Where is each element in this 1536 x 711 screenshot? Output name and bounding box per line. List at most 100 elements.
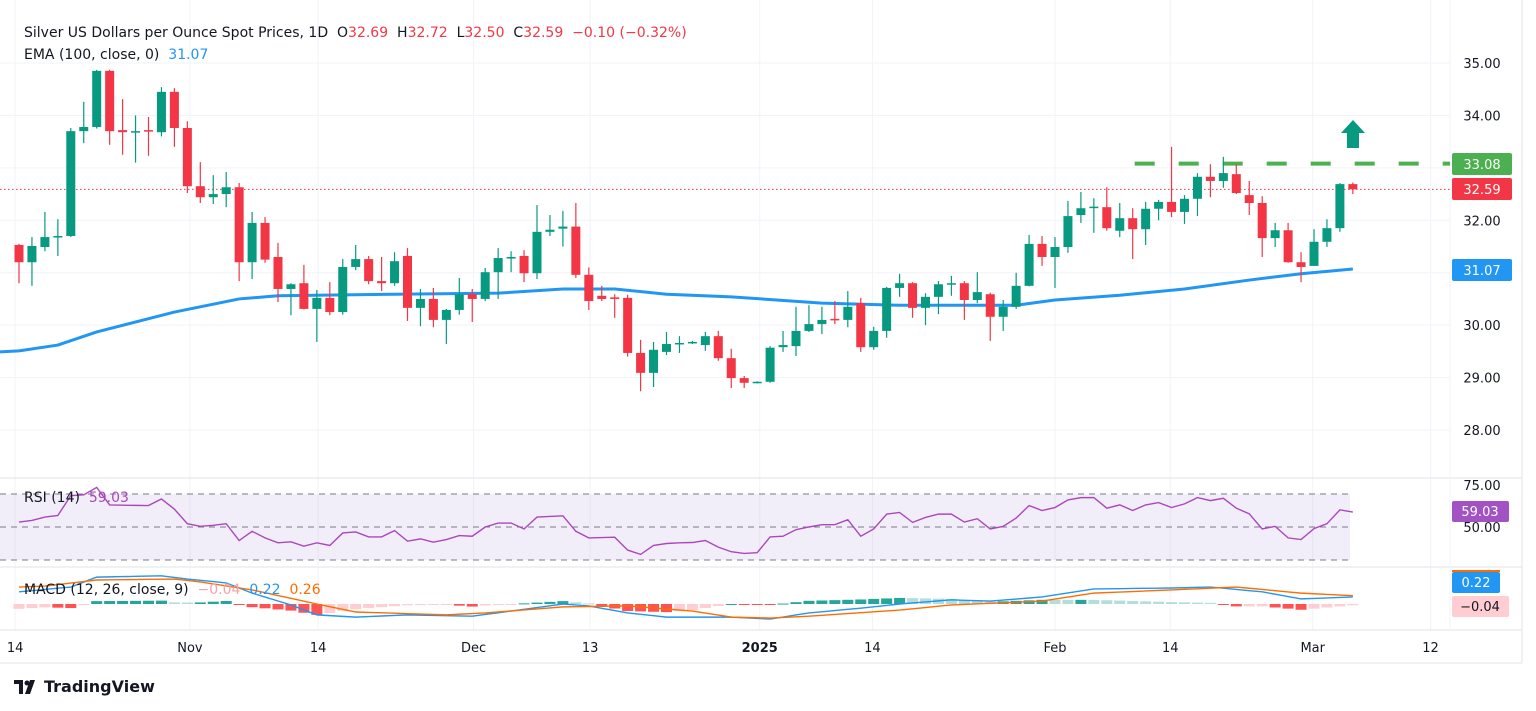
bullish-candle [1115, 202, 1125, 238]
candle-body [856, 303, 866, 348]
date-tick-label: 13 [582, 641, 599, 656]
bullish-candle [765, 346, 775, 383]
bullish-candle [882, 286, 892, 338]
rsi-tick-label: 50.00 [1463, 521, 1500, 536]
macd-pane[interactable] [13, 575, 1359, 620]
macd-histogram-bar [259, 604, 271, 609]
macd-histogram-bar [790, 602, 802, 604]
macd-histogram-bar [466, 604, 478, 607]
bearish-candle [739, 376, 749, 389]
rsi-pane[interactable] [0, 486, 1353, 561]
macd-histogram-bar [1153, 601, 1165, 604]
macd-histogram-bar [181, 602, 193, 604]
macd-histogram-bar [1049, 599, 1061, 604]
macd-histogram-bar [557, 601, 569, 604]
macd-badge: 0.22 [1462, 576, 1491, 591]
bullish-candle [1050, 237, 1060, 288]
bullish-candle [286, 283, 296, 316]
bullish-candle [415, 288, 425, 327]
candle-body [726, 358, 736, 379]
resistance-badge: 33.08 [1463, 158, 1500, 173]
bullish-candle [869, 326, 879, 350]
candle-body [156, 91, 166, 133]
macd-histogram-bar [816, 600, 828, 604]
up-arrow-icon [1341, 120, 1365, 148]
bullish-candle [817, 306, 827, 335]
candle-body [144, 130, 153, 132]
bullish-candle [998, 299, 1008, 331]
ema-legend[interactable]: EMA (100, close, 0) 31.07 [24, 47, 208, 63]
candle-body [843, 306, 853, 320]
candle-body [921, 296, 930, 308]
candle-body [364, 259, 374, 282]
bullish-candle [843, 291, 853, 328]
open-label: O [337, 25, 349, 41]
candle-body [1322, 228, 1332, 242]
date-tick-label: Dec [461, 641, 486, 656]
date-tick-label: Mar [1300, 641, 1325, 656]
bearish-candle [195, 162, 205, 203]
bullish-candle [493, 248, 503, 299]
grid [0, 0, 1450, 630]
candle-body [428, 298, 438, 320]
macd-histogram-bar [712, 604, 724, 607]
signal-badge-edge [1452, 570, 1500, 572]
candle-body [480, 272, 490, 299]
price-tick-label: 29.00 [1463, 372, 1500, 387]
bullish-candle [1218, 156, 1228, 188]
macd-histogram-bar [324, 604, 336, 613]
candle-body [985, 294, 995, 317]
candle-body [998, 306, 1008, 317]
tradingview-logo[interactable]: TradingView [14, 677, 155, 696]
bearish-candle [403, 248, 412, 321]
bearish-candle [325, 282, 335, 316]
macd-histogram-bar [1295, 604, 1307, 610]
bullish-candle [1063, 200, 1073, 253]
bullish-candle [674, 336, 684, 353]
bullish-candle [946, 275, 956, 296]
bearish-candle [830, 301, 840, 325]
price-pane[interactable] [0, 69, 1450, 392]
candle-body [454, 294, 464, 310]
signal-line [18, 578, 1353, 619]
bullish-candle [1309, 229, 1319, 266]
macd-histogram-bar [1191, 602, 1203, 604]
bullish-candle [1154, 199, 1164, 221]
bearish-candle [1231, 164, 1241, 195]
candle-body [118, 130, 128, 133]
bearish-candle [856, 297, 866, 352]
candle-body [623, 297, 633, 353]
price-tick-label: 30.00 [1463, 319, 1500, 334]
macd-histogram-bar [1088, 599, 1100, 604]
price-badges: 33.08 32.59 31.07 59.03 0.22 −0.04 [1452, 153, 1512, 617]
macd-histogram-bar [1334, 604, 1346, 607]
rsi-legend[interactable]: RSI (14) 59.03 [24, 490, 129, 506]
bearish-candle [1296, 252, 1306, 283]
macd-legend[interactable]: MACD (12, 26, close, 9) −0.04 0.22 0.26 [24, 582, 321, 598]
candle-body [273, 256, 283, 289]
macd-histogram-bar [168, 602, 180, 604]
candle-body [959, 283, 969, 300]
candle-body [1348, 184, 1358, 190]
candle-body [325, 297, 335, 313]
bearish-candle [299, 264, 309, 310]
candle-body [674, 342, 684, 345]
candle-body [1024, 243, 1034, 286]
candle-body [830, 318, 840, 321]
high-value: 32.72 [407, 25, 448, 41]
bearish-candle [623, 294, 633, 357]
resistance-badge-bg [1452, 153, 1512, 175]
bullish-candle [131, 115, 141, 163]
macd-histogram-bar [907, 598, 919, 604]
bearish-candle [959, 281, 969, 320]
candle-body [247, 222, 257, 263]
candle-body [415, 298, 425, 308]
candle-body [1102, 207, 1112, 229]
candle-body [1244, 195, 1254, 203]
bullish-candle [1076, 191, 1086, 223]
bullish-candle [1011, 272, 1021, 309]
candle-body [739, 378, 749, 383]
macd-histogram-bar [78, 604, 90, 605]
bullish-candle [480, 268, 490, 302]
